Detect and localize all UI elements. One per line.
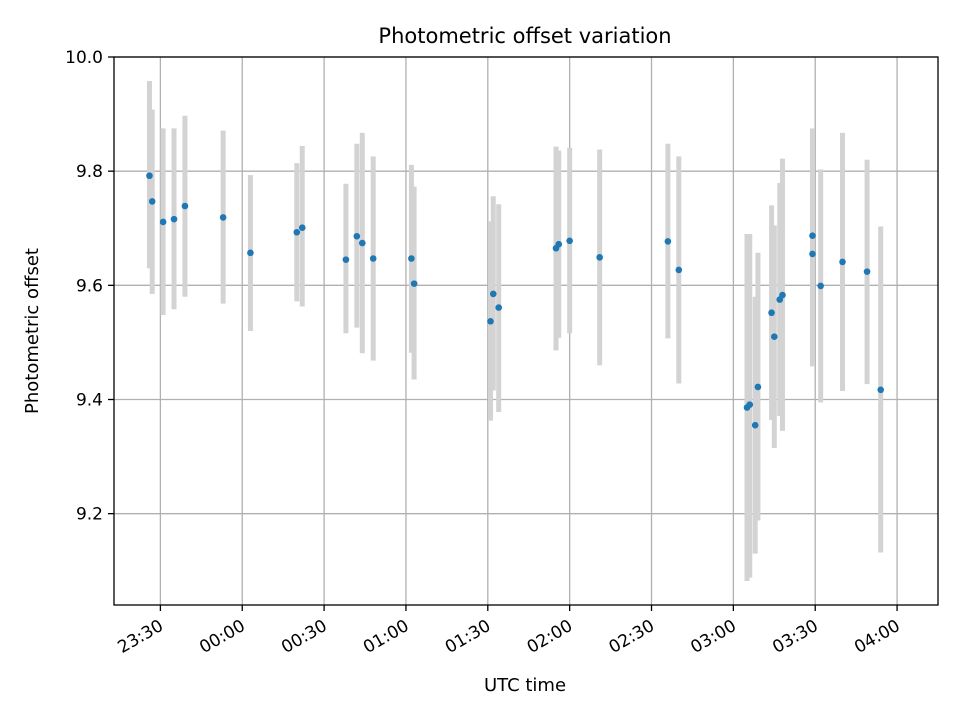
data-point	[358, 239, 366, 247]
y-axis-label: Photometric offset	[22, 248, 43, 414]
data-point	[369, 255, 377, 262]
data-point	[566, 237, 573, 245]
data-point	[247, 249, 254, 257]
data-point	[298, 224, 306, 231]
data-point	[809, 250, 816, 258]
x-axis-label: UTC time	[484, 675, 566, 696]
data-point	[342, 256, 350, 263]
y-tick-label: 10.0	[65, 48, 103, 68]
data-point	[817, 282, 824, 290]
data-point	[170, 215, 178, 223]
data-point	[877, 386, 885, 394]
y-tick-label: 9.8	[76, 162, 103, 182]
y-tick-label: 9.2	[76, 505, 103, 525]
data-point	[146, 172, 153, 180]
data-point	[410, 280, 418, 287]
y-axis-ticks: 9.2 9.4 9.6 9.8 10.0	[65, 48, 114, 525]
data-point	[746, 401, 754, 408]
data-point	[675, 266, 683, 274]
data-point	[863, 268, 871, 275]
data-point	[489, 290, 497, 298]
data-point	[809, 232, 816, 239]
data-point	[839, 258, 846, 266]
data-point	[664, 238, 672, 245]
data-point	[181, 202, 189, 210]
data-point	[487, 317, 494, 325]
data-point	[768, 309, 775, 317]
data-point	[495, 304, 503, 311]
data-point	[408, 255, 415, 262]
y-tick-label: 9.4	[76, 391, 103, 411]
data-point	[751, 421, 759, 429]
data-markers	[146, 172, 885, 429]
data-point	[754, 383, 762, 391]
plot-frame	[113, 56, 939, 606]
data-point	[770, 333, 778, 341]
chart-title: Photometric offset variation	[378, 24, 671, 48]
y-tick-label: 9.6	[76, 276, 103, 296]
data-point	[779, 291, 786, 299]
data-point	[353, 232, 361, 240]
data-point	[555, 240, 563, 248]
data-point	[219, 214, 227, 221]
data-point	[596, 254, 603, 261]
data-point	[159, 218, 167, 226]
data-point	[293, 228, 301, 236]
data-point	[148, 198, 156, 205]
